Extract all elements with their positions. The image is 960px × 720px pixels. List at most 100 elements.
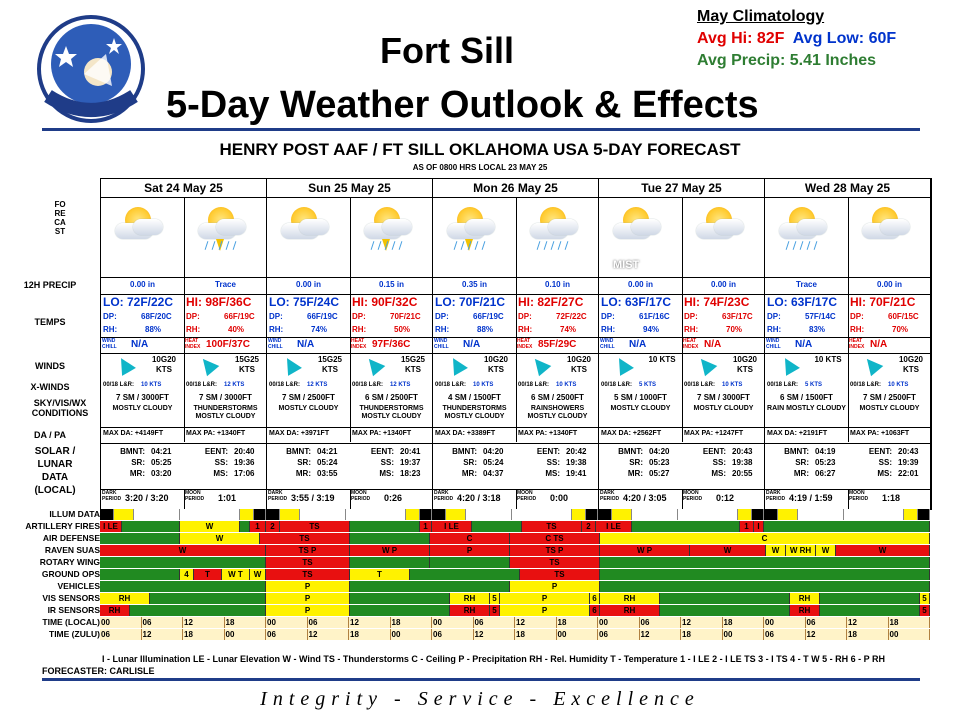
- cloud-icon: [548, 219, 578, 235]
- heat-index-label: HEAT INDEX: [351, 338, 367, 350]
- header-divider: [42, 128, 920, 131]
- rh-label: RH:: [269, 325, 284, 334]
- chill-heat-row: [433, 337, 598, 354]
- effect-row: W TS C C TS C: [100, 533, 930, 544]
- eent-label: EENT:: [536, 447, 560, 456]
- effect-cell: 5: [490, 593, 500, 604]
- dark-period-label: DARK PERIOD: [102, 490, 122, 502]
- day-header: Sat 24 May 25: [101, 179, 266, 198]
- time-cell: 12: [847, 617, 889, 628]
- rain-icon: [564, 241, 569, 250]
- rh-pm: 50%: [394, 325, 411, 334]
- wind-speed: 15G25 KTS: [400, 355, 426, 374]
- ss-time: 19:37: [400, 458, 421, 467]
- effect-cell: TS: [266, 557, 350, 568]
- time-cell: 06: [308, 617, 349, 628]
- motto: Integrity - Service - Excellence: [260, 688, 700, 710]
- effect-row-label: ILLUM DATA: [49, 509, 100, 519]
- rain-icon: [474, 241, 479, 250]
- effect-cell: C TS: [510, 533, 600, 544]
- rh-pm: 70%: [892, 325, 909, 334]
- illum-cell: [738, 509, 752, 520]
- time-cell: 12: [142, 629, 183, 640]
- effect-cell: [240, 521, 250, 532]
- forecast-grid: Sat 24 May 25 0.00 in Trace LO: 72F/22C HI: …: [100, 178, 932, 510]
- heat-index: N/A: [704, 339, 722, 350]
- heat-index: N/A: [870, 339, 888, 350]
- half-divider: [848, 427, 849, 442]
- dark-period-label: DARK PERIOD: [268, 490, 288, 502]
- effect-cell: [130, 605, 266, 616]
- xwind-prefix: 00/18 L&R:: [850, 382, 882, 388]
- legend: I - Lunar Illumination LE - Lunar Elevat…: [102, 654, 885, 664]
- cloud-icon: [465, 219, 495, 235]
- effect-cell: P: [500, 593, 590, 604]
- eent-label: EENT:: [204, 447, 228, 456]
- effect-cell: P: [266, 605, 350, 616]
- cloud-icon: [299, 219, 329, 235]
- xwind-value: 5 KTS: [805, 382, 823, 388]
- mr-time: 03:20: [151, 469, 172, 478]
- max-da: MAX DA: +3389FT: [435, 430, 496, 437]
- storm-icon: [439, 201, 509, 261]
- time-cell: 18: [391, 617, 432, 628]
- effect-row: TS TS: [100, 557, 930, 568]
- temp-high: HI: 74F/23C: [684, 295, 750, 309]
- wind-chill-label: WIND CHILL: [434, 338, 449, 350]
- time-cell: 00: [225, 629, 266, 640]
- ms-label: MS:: [877, 469, 892, 478]
- illum-cell: [420, 509, 432, 520]
- effect-cell: [820, 605, 920, 616]
- time-cell: 06: [598, 629, 640, 640]
- time-cell: 18: [515, 629, 557, 640]
- effect-cell: 2: [266, 521, 280, 532]
- illum-cell: [114, 509, 134, 520]
- half-divider: [682, 489, 683, 509]
- effect-cell: W: [180, 521, 240, 532]
- rh-am: 74%: [311, 325, 328, 334]
- eent-time: 20:40: [234, 447, 255, 456]
- rh-pm: 74%: [560, 325, 577, 334]
- illum-cell: [764, 509, 778, 520]
- max-pa: MAX PA: +1340FT: [518, 430, 578, 437]
- time-cell: 00: [764, 617, 806, 628]
- effect-cell: TS P: [266, 545, 350, 556]
- time-cell: 06: [474, 617, 515, 628]
- max-da: MAX DA: +4149FT: [103, 430, 164, 437]
- rh-label: RH:: [767, 325, 782, 334]
- cloud-icon: [880, 219, 910, 235]
- temp-low: LO: 72F/22C: [103, 295, 174, 309]
- effect-cell: [350, 533, 430, 544]
- half-divider: [682, 427, 683, 442]
- rain-icon: [792, 241, 797, 250]
- label-temps: TEMPS: [34, 317, 66, 327]
- time-cell: 18: [183, 629, 225, 640]
- precip-row: [599, 277, 764, 295]
- dark-moon-row: [101, 489, 266, 510]
- wx-conditions: MOSTLY CLOUDY: [610, 405, 671, 412]
- da-pa-row: [599, 427, 764, 444]
- rh-label: RH:: [103, 325, 118, 334]
- rain-icon: [460, 241, 465, 250]
- label-da-pa: DA / PA: [33, 430, 66, 440]
- dewpoint-label: DP:: [435, 312, 449, 321]
- illum-cell: [432, 509, 446, 520]
- mr-time: 04:37: [483, 469, 504, 478]
- effect-cell: T: [194, 569, 222, 580]
- wind-arrow-icon: [114, 354, 136, 376]
- effect-cell: W: [816, 545, 836, 556]
- effect-row: 06 12 18 00 06 12 18 00 06 12 18 00 06 12 18 00 06 12 18 00: [100, 629, 930, 640]
- rh-am: 94%: [643, 325, 660, 334]
- ss-label: SS:: [878, 458, 892, 467]
- precip-am: 0.00 in: [130, 280, 155, 289]
- chill-heat-row: [101, 337, 266, 354]
- avg-high: Avg Hi: 82F: [697, 30, 785, 47]
- effect-cell: W P: [600, 545, 690, 556]
- effect-cell: P: [266, 593, 350, 604]
- mr-time: 05:27: [649, 469, 670, 478]
- visibility: 6 SM / 2500FT: [531, 393, 584, 402]
- dewpoint-am: 61F/16C: [639, 312, 670, 321]
- time-cell: 00: [598, 617, 640, 628]
- moon-period: 1:18: [882, 493, 901, 503]
